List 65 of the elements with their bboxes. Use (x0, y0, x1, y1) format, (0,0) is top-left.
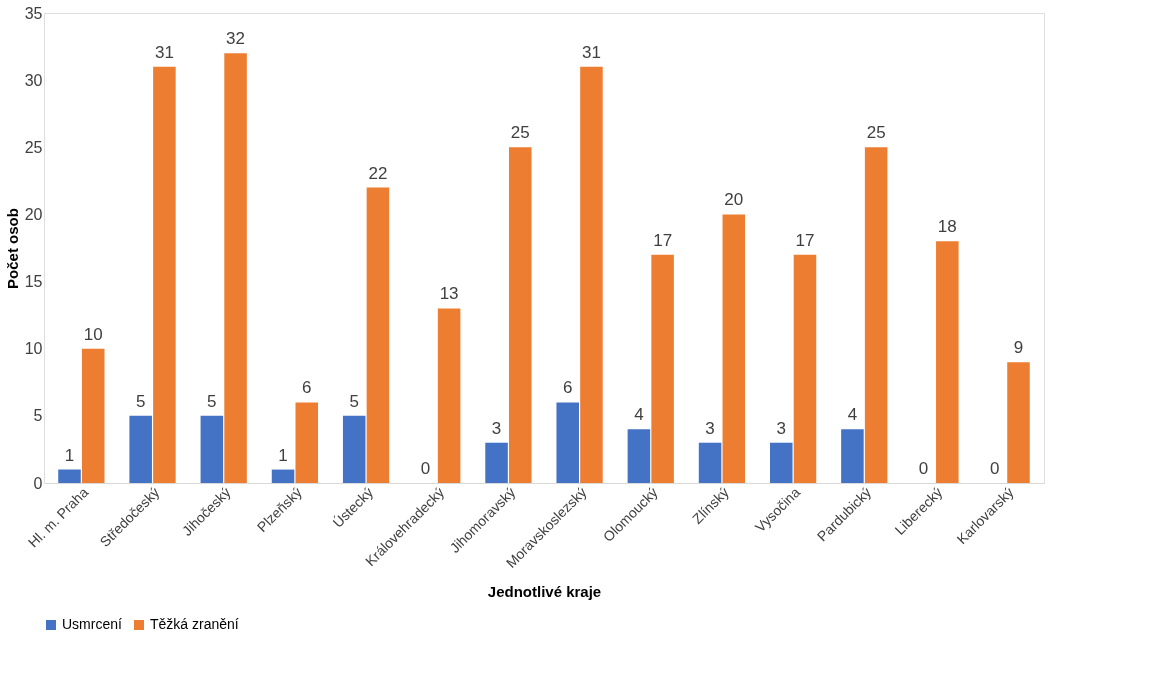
data-label: 6 (562, 378, 573, 398)
bar (81, 348, 105, 483)
bar (200, 415, 224, 483)
data-label: 0 (918, 459, 929, 478)
bar (556, 402, 579, 483)
legend-label: Těžká zranění (150, 616, 239, 632)
data-label: 18 (937, 217, 957, 237)
data-label: 6 (302, 378, 312, 398)
bar (627, 429, 651, 483)
y-tick-label: 25 (24, 138, 43, 156)
data-label: 32 (226, 29, 246, 49)
bar (722, 214, 746, 483)
data-label: 4 (634, 405, 644, 425)
data-label: 22 (368, 163, 388, 183)
bar (153, 66, 176, 483)
bar (509, 147, 532, 483)
data-label: 25 (510, 123, 530, 143)
y-tick-label: 30 (24, 71, 43, 89)
x-axis-title: Jednotlivé kraje (487, 582, 602, 600)
bar (437, 308, 461, 483)
y-tick-label: 0 (33, 474, 43, 492)
bar (485, 442, 508, 483)
bar (224, 53, 247, 483)
data-label: 3 (776, 418, 786, 438)
y-axis-title: Počet osob (3, 208, 21, 289)
y-tick-label: 35 (24, 4, 43, 22)
bar (366, 187, 390, 483)
data-label: 17 (795, 230, 815, 250)
data-label: 4 (847, 405, 858, 425)
bar (793, 254, 817, 483)
data-label: 20 (724, 190, 744, 210)
data-label: 3 (705, 418, 715, 438)
bar (864, 147, 888, 483)
data-label: 5 (349, 391, 359, 411)
data-label: 5 (135, 391, 146, 411)
bar (129, 415, 152, 483)
data-label: 25 (866, 123, 886, 143)
data-label: 10 (83, 324, 103, 344)
data-label: 17 (653, 230, 673, 250)
data-label: 1 (64, 445, 75, 465)
y-tick-label: 10 (24, 340, 43, 358)
bar (698, 442, 722, 483)
data-label: 1 (278, 445, 288, 465)
bar (936, 241, 959, 483)
data-label: 31 (154, 42, 174, 62)
data-label: 3 (491, 418, 502, 438)
bar (342, 415, 366, 483)
bar (271, 469, 295, 483)
data-label: 13 (439, 284, 459, 304)
bar (1007, 362, 1030, 483)
data-label: 9 (1013, 338, 1024, 358)
legend-label: Usmrcení (62, 616, 123, 632)
data-label: 0 (420, 459, 431, 478)
bar (841, 429, 864, 483)
y-tick-label: 20 (24, 205, 43, 223)
data-label: 0 (990, 459, 1000, 478)
bar (651, 254, 674, 483)
bar (580, 66, 603, 483)
data-label: 31 (581, 42, 601, 62)
y-tick-label: 15 (24, 273, 43, 291)
bar (295, 402, 319, 483)
bar (58, 469, 81, 483)
bar (769, 442, 793, 483)
y-tick-label: 5 (33, 407, 43, 425)
data-label: 5 (207, 391, 217, 411)
